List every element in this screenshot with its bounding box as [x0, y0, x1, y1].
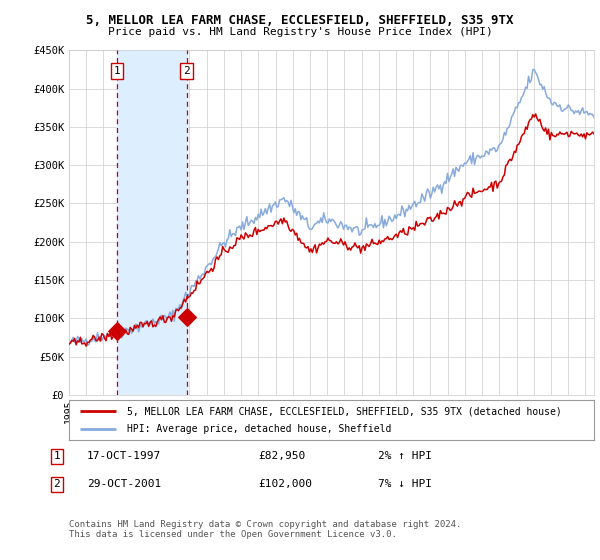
Text: £82,950: £82,950: [258, 451, 305, 461]
Text: Price paid vs. HM Land Registry's House Price Index (HPI): Price paid vs. HM Land Registry's House …: [107, 27, 493, 37]
Text: 7% ↓ HPI: 7% ↓ HPI: [378, 479, 432, 489]
Text: 5, MELLOR LEA FARM CHASE, ECCLESFIELD, SHEFFIELD, S35 9TX (detached house): 5, MELLOR LEA FARM CHASE, ECCLESFIELD, S…: [127, 407, 562, 417]
Point: [112, 327, 122, 336]
Bar: [117, 50, 187, 395]
Text: 2% ↑ HPI: 2% ↑ HPI: [378, 451, 432, 461]
Text: 17-OCT-1997: 17-OCT-1997: [87, 451, 161, 461]
Text: 1: 1: [53, 451, 61, 461]
Text: £102,000: £102,000: [258, 479, 312, 489]
Text: 2: 2: [53, 479, 61, 489]
Text: HPI: Average price, detached house, Sheffield: HPI: Average price, detached house, Shef…: [127, 423, 391, 433]
Text: 5, MELLOR LEA FARM CHASE, ECCLESFIELD, SHEFFIELD, S35 9TX: 5, MELLOR LEA FARM CHASE, ECCLESFIELD, S…: [86, 14, 514, 27]
Text: 1: 1: [114, 66, 121, 76]
Text: 2: 2: [183, 66, 190, 76]
Point: [182, 312, 191, 321]
Text: Contains HM Land Registry data © Crown copyright and database right 2024.
This d: Contains HM Land Registry data © Crown c…: [69, 520, 461, 539]
Text: 29-OCT-2001: 29-OCT-2001: [87, 479, 161, 489]
